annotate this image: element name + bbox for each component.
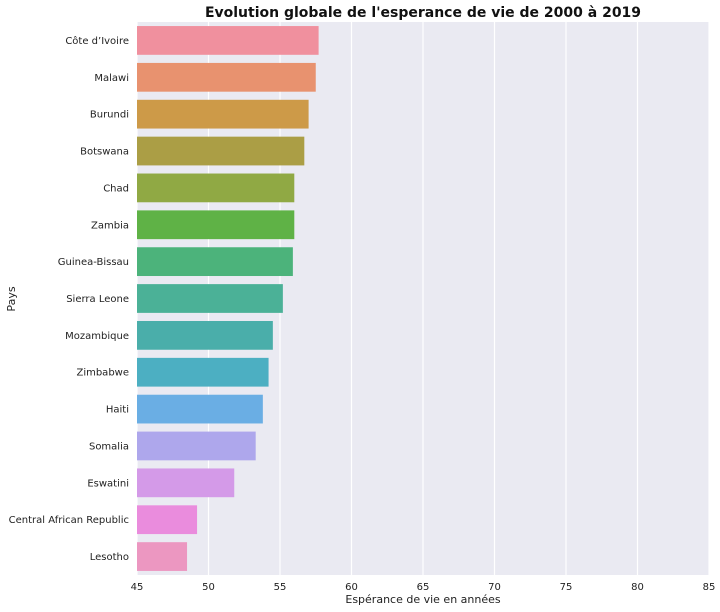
y-tick-label: Mozambique [65,331,129,342]
y-tick-label: Zambia [91,220,129,231]
y-tick-label: Zimbabwe [76,368,129,379]
bar-1 [137,62,316,92]
x-tick-label: 80 [631,582,644,593]
x-tick-labels: 45 50 55 60 65 70 75 80 85 [131,582,716,593]
x-tick-label: 60 [345,582,358,593]
y-tick-label: Central African Republic [9,515,129,526]
bar-5 [137,210,295,240]
bar-0 [137,26,319,55]
x-tick-label: 85 [703,582,716,593]
x-tick-label: 55 [274,582,287,593]
y-tick-label: Côte d’Ivoire [65,35,129,47]
y-tick-label: Malawi [94,73,129,84]
bar-2 [137,99,309,129]
bar-7 [137,284,283,313]
bars [137,26,319,571]
x-axis-label: Espérance de vie en années [345,593,501,606]
x-tick-label: 75 [560,582,573,593]
bar-4 [137,173,295,203]
y-tick-label: Guinea-Bissau [58,257,129,268]
x-tick-label: 50 [202,582,215,593]
bar-13 [137,505,198,535]
x-tick-label: 45 [131,582,144,593]
bar-3 [137,136,305,166]
x-tick-label: 65 [417,582,430,593]
bar-8 [137,320,273,350]
y-tick-label: Botswana [80,147,129,158]
y-axis-label: Pays [5,286,18,311]
y-tick-label: Chad [103,183,129,194]
x-tick-label: 70 [488,582,501,593]
bar-9 [137,357,269,387]
bar-14 [137,542,188,571]
bar-11 [137,431,256,461]
y-tick-label: Eswatini [87,478,129,489]
y-tick-label: Haiti [106,405,129,416]
y-tick-label: Sierra Leone [66,294,129,305]
bar-12 [137,468,235,498]
y-tick-label: Lesotho [90,552,129,563]
chart-title: Evolution globale de l'esperance de vie … [205,5,641,21]
bar-6 [137,247,293,277]
bar-10 [137,394,263,424]
y-tick-labels: Côte d’Ivoire Malawi Burundi Botswana Chad Za… [9,35,129,563]
y-tick-label: Burundi [90,110,129,121]
y-tick-label: Somalia [89,441,129,452]
